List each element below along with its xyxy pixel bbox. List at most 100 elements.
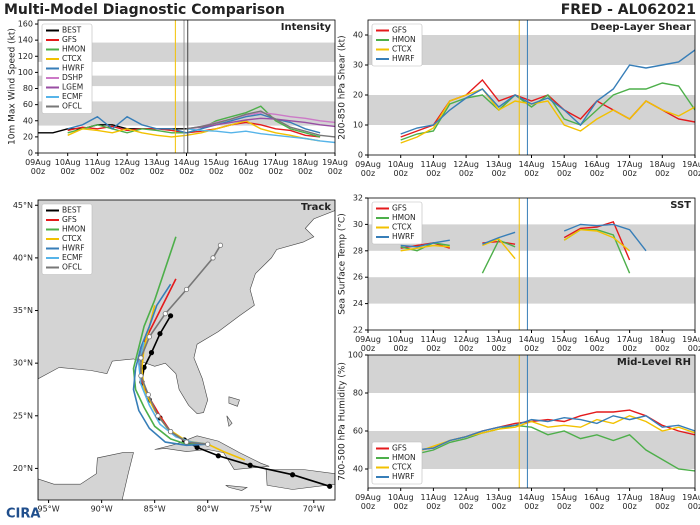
band	[368, 95, 695, 125]
logo: CIRA	[6, 507, 40, 522]
land	[265, 469, 335, 490]
track-line	[132, 283, 208, 447]
y-tick-label: 30°N	[13, 359, 33, 368]
x-tick-label: 14Aug 00z	[519, 160, 545, 178]
band	[368, 224, 695, 251]
legend-label: HWRF	[392, 54, 415, 63]
track-point	[217, 242, 224, 248]
track-point	[247, 462, 253, 468]
x-tick-label: 11Aug 00z	[420, 160, 446, 178]
x-tick-label: 14Aug 00z	[519, 335, 545, 353]
land	[228, 396, 240, 407]
legend-label: GFS	[392, 444, 407, 453]
band	[368, 355, 695, 393]
legend-label: HMON	[62, 225, 86, 234]
x-tick-label: 13Aug 00z	[486, 335, 512, 353]
x-tick-label: 80°W	[197, 505, 219, 514]
y-tick-label: 0	[358, 151, 363, 160]
track-point	[138, 355, 144, 361]
y-tick-label: 22	[353, 326, 363, 335]
band	[368, 277, 695, 304]
y-tick-label: 30	[353, 220, 363, 229]
track-point	[205, 441, 211, 447]
y-tick-label: 25°N	[13, 411, 33, 420]
series-line	[400, 49, 695, 135]
legend-label: CTCX	[62, 54, 82, 63]
track-point	[145, 392, 151, 398]
legend-label: CTCX	[62, 234, 82, 243]
track-line	[140, 244, 222, 445]
legend-label: HMON	[392, 213, 416, 222]
series-line	[400, 228, 631, 260]
plot-frame	[37, 199, 336, 501]
x-tick-label: 90°W	[91, 505, 113, 514]
track-point	[162, 311, 168, 317]
y-tick-label: 10	[353, 121, 363, 130]
x-tick-label: 15Aug 00z	[203, 158, 229, 176]
x-tick-label: 12Aug 00z	[453, 335, 479, 353]
y-tick-label: 40°N	[13, 253, 33, 262]
series-line	[186, 128, 335, 144]
track-point	[183, 439, 190, 445]
x-tick-label: 09Aug 00z	[355, 335, 381, 353]
plot-content	[368, 355, 695, 472]
land	[38, 452, 134, 500]
x-tick-label: 09Aug 00z	[355, 160, 381, 178]
track-point	[157, 331, 163, 337]
y-tick-label: 60	[23, 100, 33, 109]
x-tick-label: 09Aug 00z	[355, 493, 381, 511]
legend-label: GFS	[392, 204, 407, 213]
series-line	[186, 110, 335, 138]
x-tick-label: 14Aug 00z	[174, 158, 200, 176]
band	[38, 42, 335, 62]
legend-label: ECMF	[62, 253, 83, 262]
y-tick-label: 35°N	[13, 306, 33, 315]
x-tick-label: 85°W	[144, 505, 166, 514]
legend-label: CTCX	[392, 45, 412, 54]
y-tick-label: 100	[18, 68, 33, 77]
x-tick-label: 16Aug 00z	[233, 158, 259, 176]
y-tick-label: 120	[18, 52, 33, 61]
x-tick-label: 18Aug 00z	[649, 493, 675, 511]
y-tick-label: 40	[353, 31, 363, 40]
series-line	[186, 117, 335, 130]
x-tick-label: 18Aug 00z	[292, 158, 318, 176]
panel-title: Mid-Level RH	[617, 357, 691, 368]
x-tick-label: 15Aug 00z	[551, 335, 577, 353]
x-tick-label: 16Aug 00z	[584, 493, 610, 511]
x-tick-label: 17Aug 00z	[617, 160, 643, 178]
y-tick-label: 160	[18, 20, 33, 29]
x-tick-label: 13Aug 00z	[486, 493, 512, 511]
track-point	[194, 444, 200, 450]
x-tick-label: 12Aug 00z	[453, 493, 479, 511]
storm-id: FRED - AL062021	[561, 2, 696, 18]
track-point	[167, 428, 174, 435]
legend-label: LGEM	[62, 83, 83, 92]
legend-box	[41, 23, 93, 114]
y-tick-label: 20	[23, 132, 33, 141]
y-tick-label: 28	[353, 246, 363, 255]
x-tick-label: 10Aug 00z	[388, 493, 414, 511]
y-tick-label: 26	[353, 273, 363, 282]
panel-title: Deep-Layer Shear	[591, 22, 692, 33]
x-tick-label: 17Aug 00z	[617, 493, 643, 511]
series-line	[400, 415, 695, 451]
legend-label: CTCX	[392, 223, 412, 232]
legend-label: HMON	[392, 35, 416, 44]
y-tick-label: 20	[353, 91, 363, 100]
land	[226, 415, 233, 427]
page-title: Multi-Model Diagnostic Comparison	[4, 2, 285, 18]
plot-content	[368, 35, 695, 144]
legend-label: OFCL	[62, 102, 82, 111]
legend-label: GFS	[62, 35, 77, 44]
legend-box	[371, 201, 423, 245]
legend-label: BEST	[62, 206, 82, 215]
plot-area	[368, 198, 695, 330]
y-tick-label: 0	[28, 149, 33, 158]
plot-content	[38, 42, 335, 144]
y-tick-label: 80	[353, 389, 363, 398]
series-line	[400, 223, 647, 252]
